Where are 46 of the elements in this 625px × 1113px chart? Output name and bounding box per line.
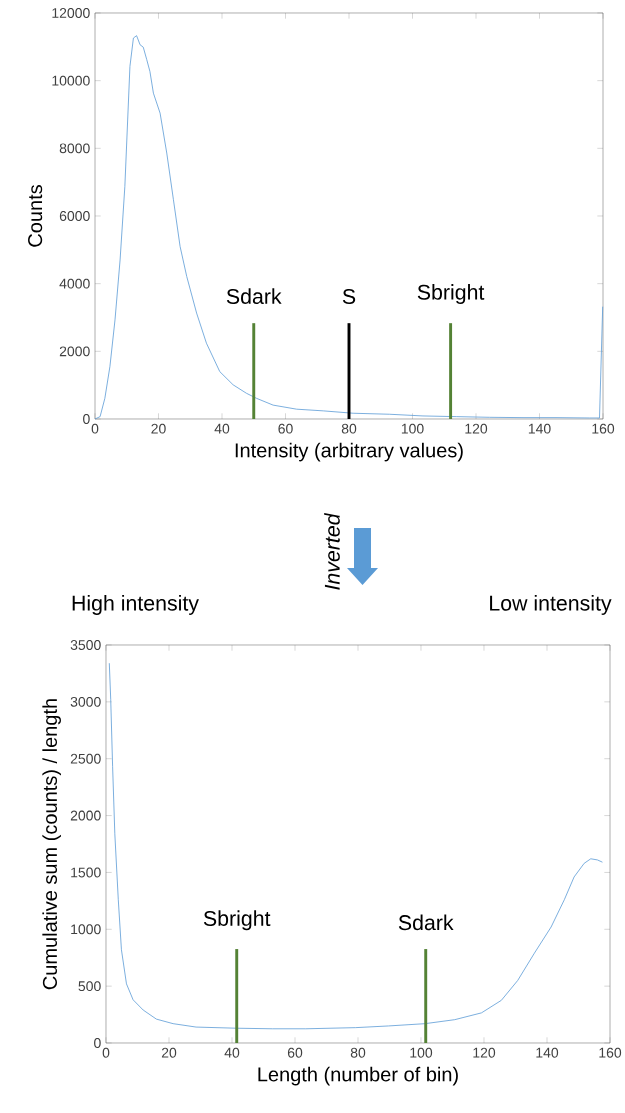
text: Inverted bbox=[324, 512, 340, 590]
x-tick-label: 140 bbox=[528, 423, 551, 434]
x-tick-label: 100 bbox=[410, 1047, 433, 1058]
y-tick-label: 1000 bbox=[71, 924, 101, 935]
y-tick-label: 3500 bbox=[70, 640, 101, 650]
ref-line-label: Sbright bbox=[203, 910, 271, 931]
x-tick-label: 40 bbox=[224, 1047, 240, 1058]
x-tick-label: 40 bbox=[214, 423, 230, 434]
y-tick-label: 8000 bbox=[59, 143, 90, 154]
x-tick-label: 60 bbox=[278, 423, 293, 434]
y-tick-label: 3000 bbox=[70, 696, 101, 707]
y-tick-label: 12000 bbox=[52, 8, 90, 18]
y-axis-title: Cumulative sum (counts) / length bbox=[42, 699, 61, 990]
x-tick-label: 160 bbox=[599, 1047, 622, 1058]
text: Low intensity bbox=[490, 595, 612, 615]
y-tick-label: 2000 bbox=[70, 810, 101, 821]
y-tick-label: 2000 bbox=[59, 346, 90, 357]
ref-line-label: Sbright bbox=[417, 284, 485, 305]
line-series bbox=[94, 35, 604, 420]
y-tick-label: 2500 bbox=[70, 753, 101, 764]
x-axis-title: Length (number of bin) bbox=[258, 1066, 458, 1086]
x-tick-label: 100 bbox=[401, 423, 424, 434]
y-tick-label: 500 bbox=[78, 981, 101, 992]
x-tick-label: 60 bbox=[287, 1047, 303, 1058]
text: High intensity bbox=[72, 595, 199, 615]
x-tick-label: 120 bbox=[473, 1047, 496, 1058]
line-series bbox=[108, 662, 603, 1030]
x-tick-label: 20 bbox=[151, 423, 166, 434]
y-tick-label: 6000 bbox=[59, 211, 90, 221]
y-tick-label: 4000 bbox=[59, 278, 90, 289]
x-axis-title: Intensity (arbitrary values) bbox=[235, 442, 463, 462]
ref-line-label: S bbox=[342, 288, 356, 304]
y-tick-label: 0 bbox=[94, 1038, 101, 1048]
y-tick-label: 0 bbox=[83, 414, 90, 424]
ref-line-label: Sdark bbox=[226, 288, 282, 304]
x-tick-label: 120 bbox=[465, 423, 488, 434]
y-tick-label: 1500 bbox=[71, 867, 101, 878]
x-tick-label: 160 bbox=[592, 423, 615, 434]
x-tick-label: 80 bbox=[341, 423, 357, 434]
x-tick-label: 20 bbox=[161, 1047, 177, 1058]
x-tick-label: 80 bbox=[350, 1047, 366, 1058]
x-tick-label: 140 bbox=[536, 1047, 559, 1058]
x-tick-label: 0 bbox=[102, 1047, 110, 1058]
ref-line-label: Sdark bbox=[398, 914, 454, 931]
y-tick-label: 10000 bbox=[52, 75, 90, 86]
y-axis-title: Counts bbox=[28, 185, 43, 247]
